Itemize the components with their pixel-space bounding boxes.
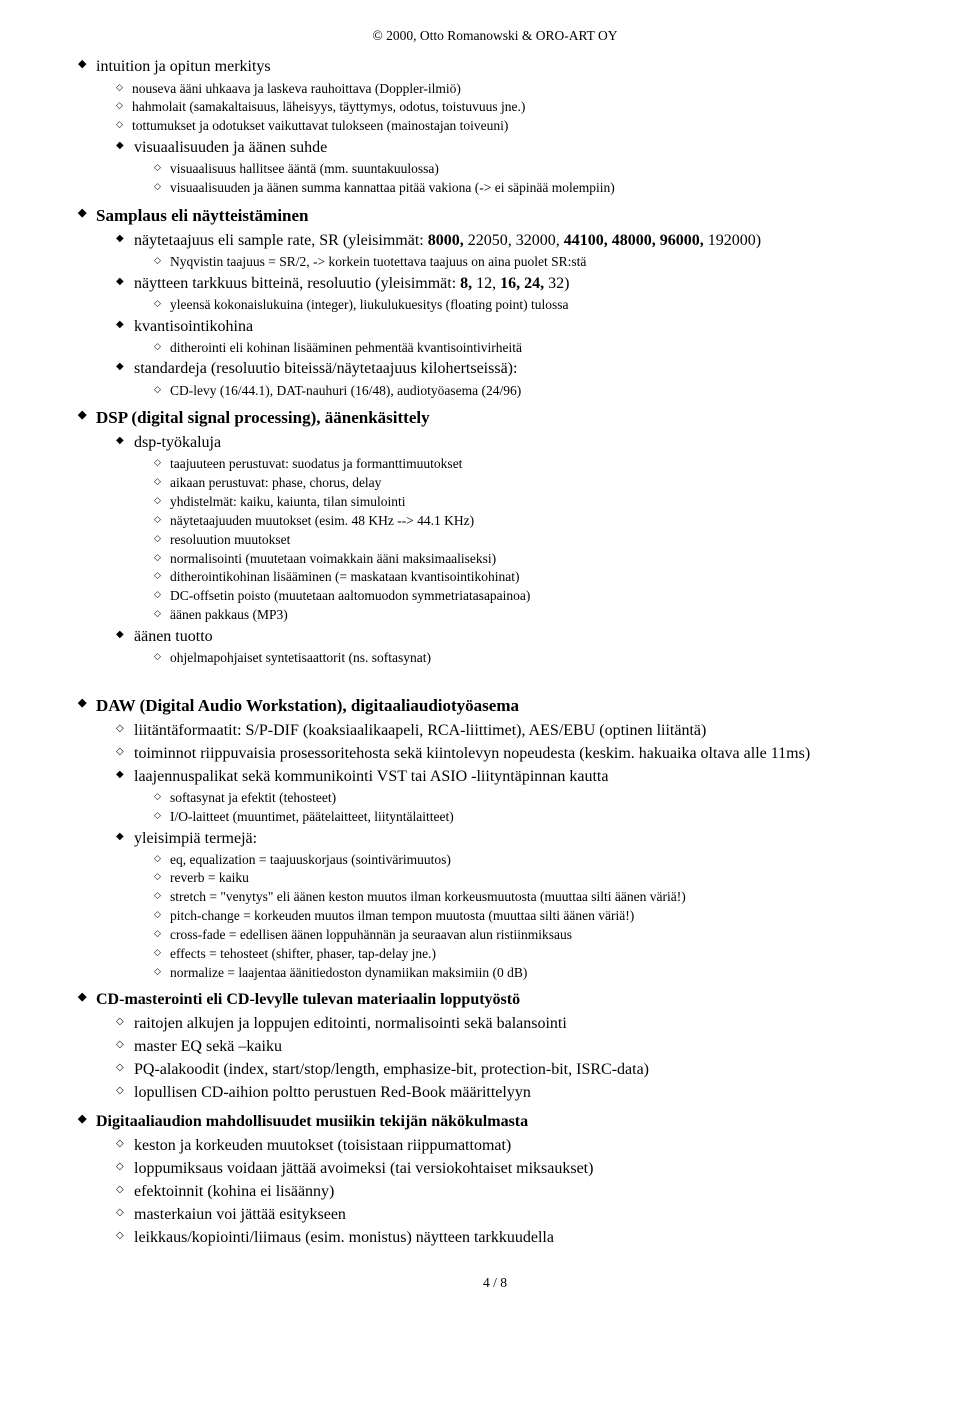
subheading: dsp-työkaluja [134,434,221,451]
list-item: visuaalisuuden ja äänen summa kannattaa … [154,179,912,197]
sublist: softasynat ja efektit (tehosteet) I/O-la… [134,789,912,826]
list-item: ditherointikohinan lisääminen (= maskata… [154,568,912,586]
list-item: dsp-työkaluja taajuuteen perustuvat: suo… [116,432,912,623]
list-item: näytetaajuuden muutokset (esim. 48 KHz -… [154,512,912,530]
page-header: © 2000, Otto Romanowski & ORO-ART OY [78,28,912,44]
list-item: CD-levy (16/44.1), DAT-nauhuri (16/48), … [154,382,912,400]
heading: Samplaus eli näytteistäminen [96,206,309,225]
section-daw: DAW (Digital Audio Workstation), digitaa… [78,695,912,982]
list-item: näytteen tarkkuus bitteinä, resoluutio (… [116,273,912,314]
list-item: leikkaus/kopiointi/liimaus (esim. monist… [116,1227,912,1248]
list-item: visuaalisuuden ja äänen suhde visuaalisu… [116,137,912,197]
list-item: hahmolait (samakaltaisuus, läheisyys, tä… [116,98,912,116]
list-item: aikaan perustuvat: phase, chorus, delay [154,474,912,492]
list-item: yleisimpiä termejä: eq, equalization = t… [116,828,912,982]
list-item: intuition ja opitun merkitys nouseva ään… [78,56,912,197]
list-item: normalize = laajentaa äänitiedoston dyna… [154,964,912,982]
list-item: lopullisen CD-aihion poltto perustuen Re… [116,1082,912,1103]
subheading: yleisimpiä termejä: [134,830,257,847]
list-item: PQ-alakoodit (index, start/stop/length, … [116,1059,912,1080]
list-item: DSP (digital signal processing), äänenkä… [78,407,912,666]
section-digitaaliaudio-mahdollisuudet: Digitaaliaudion mahdollisuudet musiikin … [78,1111,912,1248]
sublist: yleensä kokonaislukuina (integer), liuku… [134,296,912,314]
list-item: I/O-laitteet (muuntimet, päätelaitteet, … [154,808,912,826]
sublist: eq, equalization = taajuuskorjaus (soint… [134,851,912,982]
subheading: näytetaajuus eli sample rate, SR (yleisi… [134,232,761,249]
list-item: CD-masterointi eli CD-levylle tulevan ma… [78,989,912,1103]
list-item: äänen pakkaus (MP3) [154,606,912,624]
list-item: laajennuspalikat sekä kommunikointi VST … [116,766,912,826]
subheading: standardeja (resoluutio biteissä/näyteta… [134,360,517,377]
sublist: nouseva ääni uhkaava ja laskeva rauhoitt… [96,80,912,135]
sublist: raitojen alkujen ja loppujen editointi, … [96,1013,912,1103]
section-dsp: DSP (digital signal processing), äänenkä… [78,407,912,666]
list-item: effects = tehosteet (shifter, phaser, ta… [154,945,912,963]
list-item: eq, equalization = taajuuskorjaus (soint… [154,851,912,869]
sublist: taajuuteen perustuvat: suodatus ja forma… [134,455,912,623]
list-item: Nyqvistin taajuus = SR/2, -> korkein tuo… [154,253,912,271]
list-item: masterkaiun voi jättää esitykseen [116,1204,912,1225]
list-item: stretch = "venytys" eli äänen keston muu… [154,888,912,906]
subheading: visuaalisuuden ja äänen suhde [134,139,327,156]
heading: intuition ja opitun merkitys [96,58,271,75]
sublist: visuaalisuus hallitsee ääntä (mm. suunta… [134,160,912,197]
list-item: efektoinnit (kohina ei lisäänny) [116,1181,912,1202]
subheading: kvantisointikohina [134,318,253,335]
subheading: laajennuspalikat sekä kommunikointi VST … [134,768,608,785]
list-item: DAW (Digital Audio Workstation), digitaa… [78,695,912,982]
list-item: näytetaajuus eli sample rate, SR (yleisi… [116,230,912,271]
heading: CD-masterointi eli CD-levylle tulevan ma… [96,991,520,1008]
list-item: resoluution muutokset [154,531,912,549]
list-item: yhdistelmät: kaiku, kaiunta, tilan simul… [154,493,912,511]
list-item: taajuuteen perustuvat: suodatus ja forma… [154,455,912,473]
sublist: keston ja korkeuden muutokset (toisistaa… [96,1135,912,1249]
list-item: Samplaus eli näytteistäminen näytetaajuu… [78,205,912,400]
sublist: näytetaajuus eli sample rate, SR (yleisi… [96,230,912,400]
subheading: näytteen tarkkuus bitteinä, resoluutio (… [134,275,569,292]
list-item: liitäntäformaatit: S/P-DIF (koaksiaalika… [116,720,912,741]
sublist: CD-levy (16/44.1), DAT-nauhuri (16/48), … [134,382,912,400]
list-item: äänen tuotto ohjelmapohjaiset syntetisaa… [116,626,912,667]
sublist: liitäntäformaatit: S/P-DIF (koaksiaalika… [96,720,912,982]
list-item: softasynat ja efektit (tehosteet) [154,789,912,807]
sublist: ohjelmapohjaiset syntetisaattorit (ns. s… [134,649,912,667]
heading: DSP (digital signal processing), äänenkä… [96,408,430,427]
list-item: keston ja korkeuden muutokset (toisistaa… [116,1135,912,1156]
sublist: Nyqvistin taajuus = SR/2, -> korkein tuo… [134,253,912,271]
list-item: standardeja (resoluutio biteissä/näyteta… [116,358,912,399]
sublist: ditherointi eli kohinan lisääminen pehme… [134,339,912,357]
list-item: toiminnot riippuvaisia prosessoritehosta… [116,743,912,764]
section-intuition: intuition ja opitun merkitys nouseva ään… [78,56,912,197]
sublist: dsp-työkaluja taajuuteen perustuvat: suo… [96,432,912,666]
spacer [78,675,912,689]
list-item: pitch-change = korkeuden muutos ilman te… [154,907,912,925]
list-item: reverb = kaiku [154,869,912,887]
list-item: yleensä kokonaislukuina (integer), liuku… [154,296,912,314]
section-cd-masterointi: CD-masterointi eli CD-levylle tulevan ma… [78,989,912,1103]
section-samplaus: Samplaus eli näytteistäminen näytetaajuu… [78,205,912,400]
list-item: Digitaaliaudion mahdollisuudet musiikin … [78,1111,912,1248]
list-item: normalisointi (muutetaan voimakkain ääni… [154,550,912,568]
list-item: kvantisointikohina ditherointi eli kohin… [116,316,912,357]
subheading: äänen tuotto [134,628,213,645]
list-item: raitojen alkujen ja loppujen editointi, … [116,1013,912,1034]
heading: DAW (Digital Audio Workstation), digitaa… [96,696,519,715]
sublist: visuaalisuuden ja äänen suhde visuaalisu… [96,137,912,197]
heading: Digitaaliaudion mahdollisuudet musiikin … [96,1113,528,1130]
list-item: ohjelmapohjaiset syntetisaattorit (ns. s… [154,649,912,667]
list-item: DC-offsetin poisto (muutetaan aaltomuodo… [154,587,912,605]
list-item: tottumukset ja odotukset vaikuttavat tul… [116,117,912,135]
list-item: ditherointi eli kohinan lisääminen pehme… [154,339,912,357]
list-item: master EQ sekä –kaiku [116,1036,912,1057]
list-item: cross-fade = edellisen äänen loppuhännän… [154,926,912,944]
page-footer: 4 / 8 [78,1275,912,1291]
list-item: loppumiksaus voidaan jättää avoimeksi (t… [116,1158,912,1179]
list-item: nouseva ääni uhkaava ja laskeva rauhoitt… [116,80,912,98]
list-item: visuaalisuus hallitsee ääntä (mm. suunta… [154,160,912,178]
